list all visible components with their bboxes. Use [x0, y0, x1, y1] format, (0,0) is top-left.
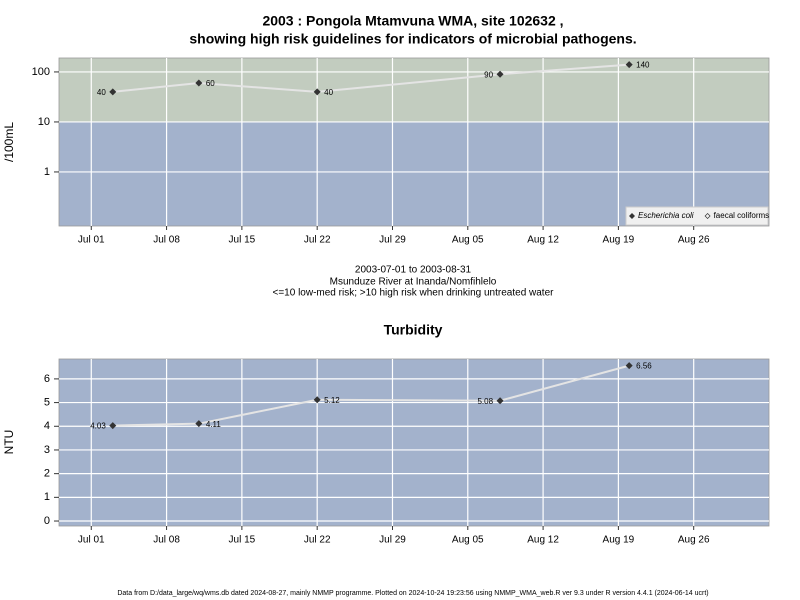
y-tick-label: 4 — [44, 420, 50, 432]
data-label: 60 — [206, 79, 215, 88]
x-tick-label: Jul 01 — [78, 535, 105, 546]
data-point — [195, 79, 203, 87]
chart-title: 2003 : Pongola Mtamvuna WMA, site 102632… — [262, 13, 563, 29]
plot-background — [59, 58, 769, 122]
x-tick-label: Jul 08 — [153, 235, 180, 246]
data-label: 140 — [636, 61, 650, 70]
plot-border — [58, 57, 770, 227]
plot-background — [59, 359, 769, 526]
data-point — [195, 420, 203, 428]
y-tick-label: 3 — [44, 444, 50, 456]
data-label: 5.08 — [477, 397, 493, 406]
x-tick-label: Aug 12 — [527, 235, 559, 246]
x-tick-label: Jul 15 — [229, 535, 256, 546]
data-point — [313, 88, 321, 96]
data-point — [496, 397, 504, 405]
subtitle: 2003-07-01 to 2003-08-31 — [355, 265, 472, 276]
x-tick-label: Jul 01 — [78, 235, 105, 246]
x-tick-label: Jul 08 — [153, 535, 180, 546]
x-tick-label: Aug 05 — [452, 235, 484, 246]
x-tick-label: Aug 26 — [678, 535, 710, 546]
y-tick-label: 10 — [38, 116, 50, 128]
chart-title: Turbidity — [384, 322, 443, 338]
x-tick-label: Jul 15 — [229, 235, 256, 246]
data-point — [496, 70, 504, 78]
x-tick-label: Jul 22 — [304, 535, 331, 546]
x-tick-label: Jul 29 — [379, 535, 406, 546]
data-point — [109, 422, 117, 430]
data-point — [625, 362, 633, 370]
legend — [625, 206, 769, 226]
subtitle: <=10 low-med risk; >10 high risk when dr… — [273, 288, 555, 299]
subtitle: Msunduze River at Inanda/Nomfihlelo — [330, 277, 497, 288]
y-tick-label: 6 — [44, 373, 50, 385]
data-label: 90 — [484, 70, 493, 79]
y-tick-label: 1 — [44, 491, 50, 503]
x-tick-label: Aug 19 — [603, 535, 635, 546]
x-tick-label: Aug 26 — [678, 235, 710, 246]
legend-marker — [629, 213, 635, 219]
data-label: 40 — [324, 88, 333, 97]
x-tick-label: Jul 22 — [304, 235, 331, 246]
y-tick-label: 5 — [44, 396, 50, 408]
y-tick-label: 1 — [44, 166, 50, 178]
data-label: 5.12 — [324, 396, 340, 405]
chart-title: showing high risk guidelines for indicat… — [189, 31, 636, 47]
y-tick-label: 100 — [32, 66, 50, 78]
data-label: 4.03 — [90, 422, 106, 431]
y-axis-label: NTU — [2, 430, 16, 455]
footer: Data from D:/data_large/wq/wms.db dated … — [117, 590, 708, 597]
data-label: 40 — [97, 88, 106, 97]
data-point — [109, 88, 117, 96]
y-tick-label: 2 — [44, 468, 50, 480]
x-tick-label: Aug 05 — [452, 535, 484, 546]
data-label: 6.56 — [636, 362, 652, 371]
y-tick-label: 0 — [44, 515, 50, 527]
legend-label: Escherichia coli — [638, 211, 694, 220]
x-tick-label: Aug 12 — [527, 535, 559, 546]
data-point — [313, 396, 321, 404]
y-axis-label: /100mL — [2, 122, 16, 162]
x-tick-label: Jul 29 — [379, 235, 406, 246]
legend-marker — [704, 213, 711, 219]
x-tick-label: Aug 19 — [603, 235, 635, 246]
legend-label: faecal coliforms — [714, 211, 770, 220]
plot-border — [58, 358, 770, 527]
data-point — [625, 61, 633, 69]
data-label: 4.11 — [206, 420, 222, 429]
